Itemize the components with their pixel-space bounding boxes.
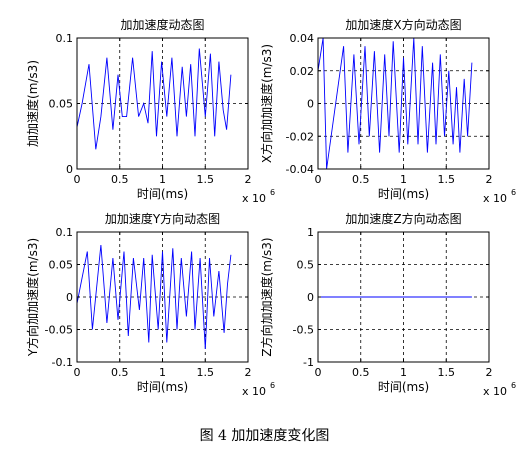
x-tick-label: 1 (400, 366, 407, 379)
series-line (76, 48, 232, 150)
x-tick-label: 0 (315, 366, 322, 379)
x-tick-label: 2 (486, 173, 493, 186)
x-tick-label: 0 (74, 366, 81, 379)
chart-title: 加加速度X方向动态图 (345, 17, 461, 32)
x-tick-label: 0.5 (352, 173, 370, 186)
x-exponent-power: 6 (270, 381, 275, 390)
y-tick-label: 0.02 (290, 65, 315, 78)
x-exponent-label: x 10 (483, 192, 507, 205)
y-tick-label: -0.5 (293, 324, 314, 337)
x-tick-label: 0 (315, 173, 322, 186)
x-tick-label: 1 (159, 173, 166, 186)
figure-caption: 图 4 加加速度变化图 (199, 428, 330, 444)
x-exponent-power: 6 (511, 188, 516, 197)
y-tick-label: 0 (307, 291, 314, 304)
y-tick-label: 1 (307, 226, 314, 239)
x-tick-label: 0 (74, 173, 81, 186)
x-exponent-label: x 10 (483, 385, 507, 398)
y-tick-label: -0.02 (286, 130, 314, 143)
x-tick-label: 2 (486, 366, 493, 379)
y-tick-label: 0 (307, 98, 314, 111)
y-tick-label: -0.04 (286, 163, 314, 176)
y-tick-label: 0.5 (297, 259, 315, 272)
y-tick-label: 0 (66, 163, 73, 176)
x-axis-label: 时间(ms) (378, 380, 429, 394)
x-tick-label: 1.5 (197, 173, 215, 186)
x-tick-label: 0.5 (111, 366, 129, 379)
y-axis-label: Y方向加加速度(m/s3) (25, 238, 40, 357)
x-axis-label: 时间(ms) (137, 187, 188, 201)
y-tick-label: -0.05 (45, 324, 73, 337)
y-tick-label: 0.05 (49, 98, 74, 111)
y-axis-label: X方向加加速度(m/s3) (259, 44, 274, 163)
x-exponent-label: x 10 (242, 385, 266, 398)
chart-panel-3: 0 0.5 1 1.5 2 -0.1 -0.05 0 0.05 0.1 加加速度Y方向动态图时间(m… (25, 211, 275, 398)
chart-title: 加加速度Y方向动态图 (105, 211, 220, 226)
x-tick-label: 1.5 (197, 366, 215, 379)
y-tick-label: -0.1 (52, 356, 73, 369)
chart-title: 加加速度动态图 (120, 17, 204, 32)
series-line (317, 37, 473, 170)
chart-title: 加加速度Z方向动态图 (345, 211, 461, 226)
x-tick-label: 0.5 (352, 366, 370, 379)
y-tick-label: 0.04 (290, 32, 315, 45)
chart-panel-2: 0 0.5 1 1.5 2 -0.04 -0.02 0 0.02 0.04 加加速度X方向动态图时间… (259, 17, 516, 205)
x-axis-label: 时间(ms) (137, 380, 188, 394)
x-tick-label: 1.5 (438, 173, 456, 186)
x-tick-label: 2 (245, 366, 252, 379)
x-exponent-power: 6 (511, 381, 516, 390)
y-tick-label: 0.1 (56, 226, 74, 239)
x-tick-label: 2 (245, 173, 252, 186)
y-tick-label: -1 (303, 356, 314, 369)
series-line (76, 244, 232, 350)
y-tick-label: 0.1 (56, 32, 74, 45)
y-tick-label: 0.05 (49, 259, 74, 272)
x-tick-label: 1 (159, 366, 166, 379)
x-axis-label: 时间(ms) (378, 187, 429, 201)
y-axis-label: 加加速度(m/s3) (25, 60, 40, 147)
x-tick-label: 1.5 (438, 366, 456, 379)
x-exponent-power: 6 (270, 188, 275, 197)
x-tick-label: 0.5 (111, 173, 129, 186)
x-tick-label: 1 (400, 173, 407, 186)
y-axis-label: Z方向加加速度(m/s3) (259, 237, 274, 356)
x-exponent-label: x 10 (242, 192, 266, 205)
y-tick-label: 0 (66, 291, 73, 304)
